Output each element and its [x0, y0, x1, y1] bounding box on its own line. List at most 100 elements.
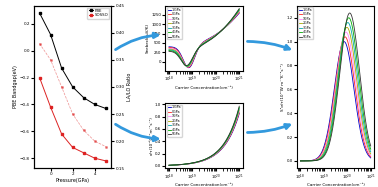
3GPa: [167, 164, 172, 166]
-1GPa: [237, 112, 242, 115]
2GPa: [340, 42, 344, 44]
-1GPa: [237, 12, 242, 14]
2GPa: [298, 160, 303, 162]
1GPa: [231, 129, 235, 131]
SOSSO: [59, 133, 64, 135]
Line: 1GPa: 1GPa: [301, 32, 371, 161]
2GPa: [341, 34, 346, 37]
0GPa: [231, 19, 235, 21]
Line: SOSSO: SOSSO: [39, 76, 107, 162]
5GPa: [226, 22, 231, 24]
0GPa: [237, 111, 242, 114]
-1GPa: [231, 19, 235, 21]
SOSSO: [104, 160, 108, 162]
0GPa: [209, 156, 213, 158]
X-axis label: Carrier Concentration(cm⁻³): Carrier Concentration(cm⁻³): [175, 85, 233, 90]
2GPa: [209, 156, 213, 158]
2GPa: [167, 164, 172, 166]
5GPa: [210, 37, 214, 40]
3GPa: [362, 126, 367, 129]
4GPa: [209, 155, 213, 158]
0GPa: [167, 46, 171, 49]
2GPa: [226, 137, 231, 140]
3GPa: [298, 160, 303, 162]
0GPa: [208, 156, 213, 159]
0GPa: [362, 142, 367, 144]
1GPa: [340, 40, 344, 42]
2GPa: [167, 48, 171, 50]
5GPa: [341, 39, 346, 42]
1GPa: [226, 138, 231, 140]
0GPa: [341, 37, 346, 40]
1GPa: [210, 36, 214, 39]
3GPa: [226, 22, 231, 25]
0GPa: [209, 37, 213, 39]
-1GPa: [226, 23, 231, 26]
4GPa: [347, 17, 351, 19]
0GPa: [226, 23, 231, 25]
3GPa: [209, 156, 213, 158]
4GPa: [226, 136, 231, 138]
0GPa: [210, 36, 214, 38]
X-axis label: Carrier Concentration(cm⁻³): Carrier Concentration(cm⁻³): [307, 183, 364, 187]
4GPa: [298, 160, 303, 162]
4GPa: [358, 85, 362, 87]
SOSSO: [81, 152, 86, 154]
-1GPa: [341, 41, 346, 43]
Legend: -1GPa, 0GPa, 1GPa, 2GPa, 3GPa, 4GPa, 5GPa: -1GPa, 0GPa, 1GPa, 2GPa, 3GPa, 4GPa, 5GP…: [167, 105, 182, 137]
1GPa: [369, 154, 373, 157]
1GPa: [344, 31, 348, 33]
3GPa: [369, 151, 373, 153]
4GPa: [237, 8, 242, 10]
Y-axis label: σ/τ(10¹⁶Ω⁻¹m⁻¹s⁻¹): σ/τ(10¹⁶Ω⁻¹m⁻¹s⁻¹): [150, 116, 153, 155]
Legend: -1GPa, 0GPa, 1GPa, 2GPa, 3GPa, 4GPa, 5GPa: -1GPa, 0GPa, 1GPa, 2GPa, 3GPa, 4GPa, 5GP…: [167, 7, 182, 39]
-1GPa: [340, 43, 344, 45]
5GPa: [369, 145, 373, 147]
-1GPa: [362, 146, 367, 148]
4GPa: [237, 106, 242, 108]
1GPa: [358, 113, 362, 115]
Line: -1GPa: -1GPa: [301, 42, 371, 161]
PBE: [59, 67, 64, 69]
1GPa: [208, 156, 213, 158]
2GPa: [185, 65, 190, 68]
3GPa: [208, 156, 213, 158]
4GPa: [210, 155, 214, 157]
0GPa: [340, 41, 344, 43]
3GPa: [237, 9, 242, 11]
1GPa: [237, 10, 242, 13]
PBE: [104, 107, 108, 110]
0GPa: [167, 164, 171, 166]
3GPa: [167, 49, 172, 51]
1GPa: [210, 155, 214, 157]
5GPa: [167, 164, 172, 166]
Line: -1GPa: -1GPa: [169, 114, 239, 165]
1GPa: [209, 37, 213, 39]
3GPa: [298, 160, 303, 162]
2GPa: [358, 104, 362, 106]
Line: 2GPa: 2GPa: [169, 11, 239, 67]
5GPa: [209, 38, 213, 41]
5GPa: [167, 50, 172, 53]
3GPa: [231, 17, 235, 19]
5GPa: [210, 154, 214, 157]
4GPa: [340, 47, 344, 49]
1GPa: [340, 41, 344, 43]
2GPa: [237, 10, 242, 12]
-1GPa: [186, 67, 191, 69]
0GPa: [298, 160, 303, 162]
-1GPa: [210, 156, 214, 158]
4GPa: [341, 36, 346, 39]
5GPa: [209, 38, 213, 41]
0GPa: [343, 36, 347, 38]
3GPa: [210, 155, 214, 157]
4GPa: [208, 155, 213, 158]
5GPa: [340, 51, 344, 53]
3GPa: [231, 127, 235, 129]
Line: 1GPa: 1GPa: [169, 111, 239, 165]
2GPa: [369, 153, 373, 155]
5GPa: [184, 65, 189, 67]
4GPa: [210, 37, 214, 39]
2GPa: [208, 156, 213, 158]
2GPa: [237, 109, 242, 111]
